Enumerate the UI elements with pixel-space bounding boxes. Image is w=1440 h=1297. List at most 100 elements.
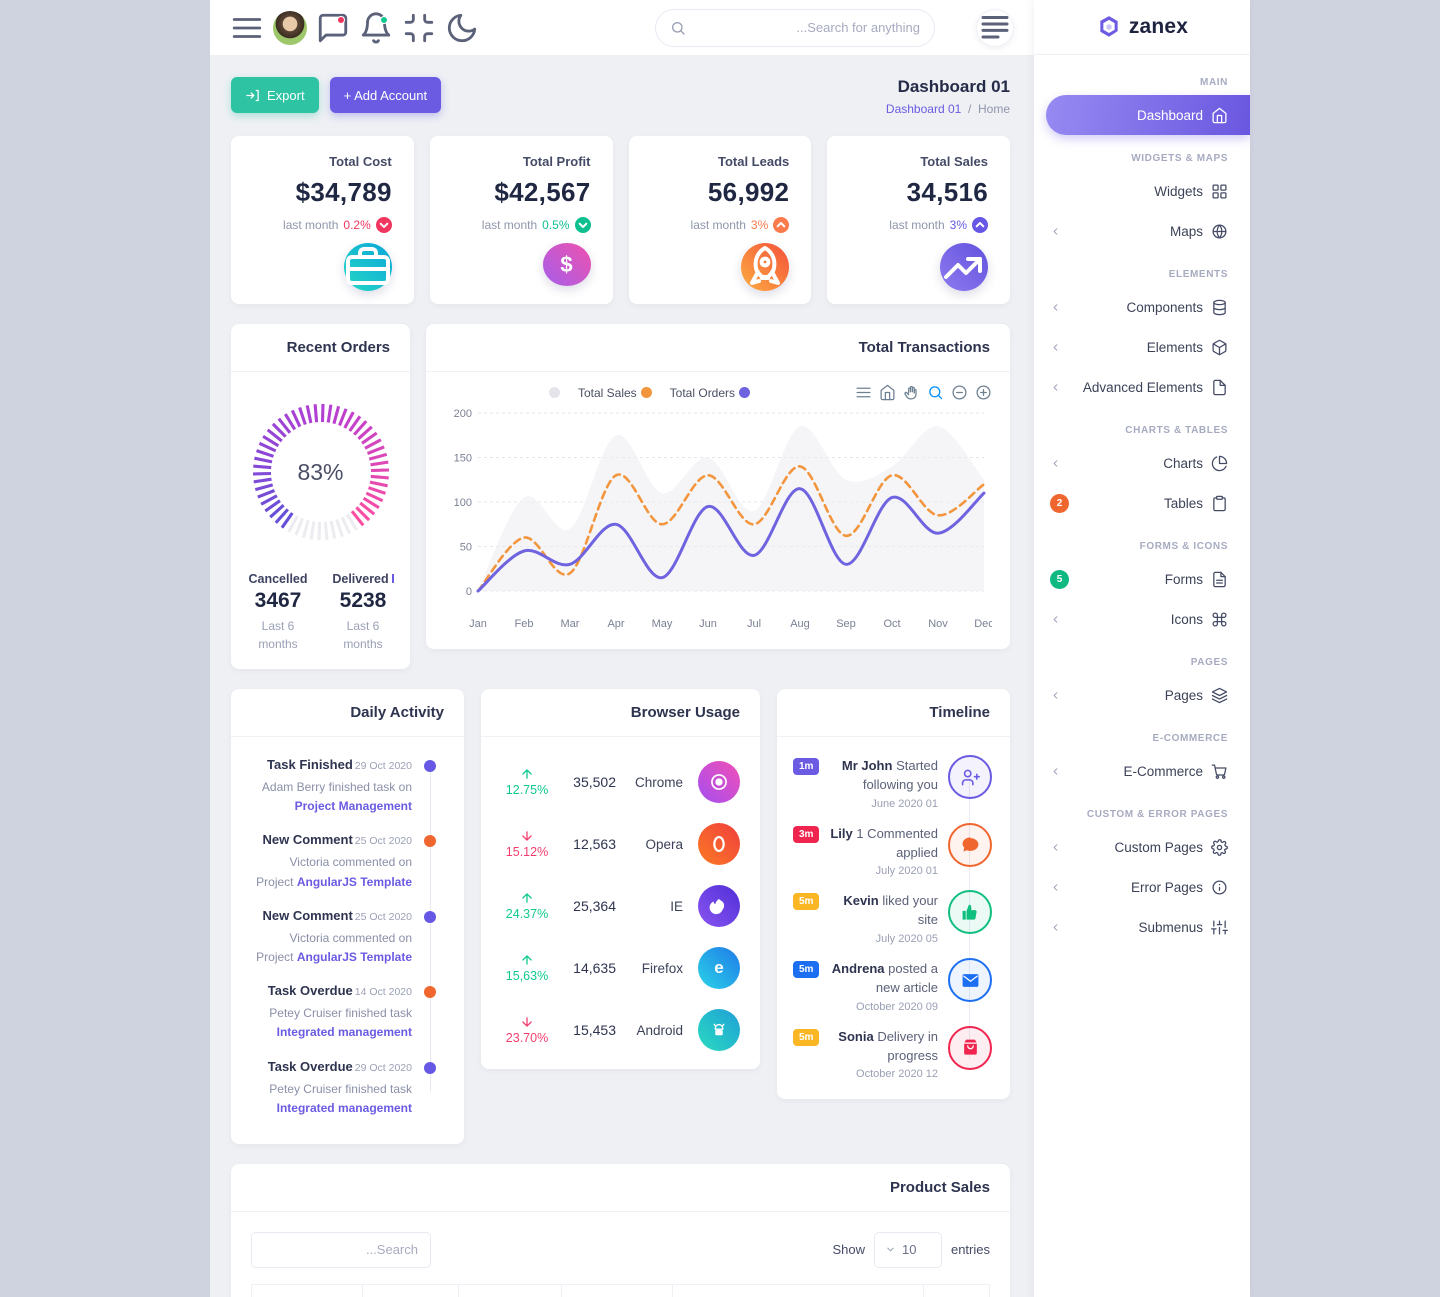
arrow-up-icon bbox=[520, 953, 534, 967]
stat-change-prefix: last month bbox=[889, 218, 945, 232]
column-header-s-no[interactable]: S.NO↑↓ bbox=[922, 1283, 991, 1297]
messages-button[interactable] bbox=[316, 11, 350, 45]
notifications-button[interactable] bbox=[359, 11, 393, 45]
sidebar-item-advanced-elements[interactable]: Advanced Elements bbox=[1034, 367, 1250, 407]
activity-link[interactable]: Project Management bbox=[294, 799, 412, 814]
shopping-cart-icon bbox=[1211, 763, 1228, 780]
sidebar-toggle-button[interactable] bbox=[230, 11, 264, 45]
toolbar-zoom-in-icon[interactable] bbox=[975, 384, 992, 401]
activity-link[interactable]: Integrated management bbox=[276, 1100, 412, 1115]
command-icon bbox=[1211, 611, 1228, 628]
svg-text:50: 50 bbox=[460, 542, 472, 554]
sidebar-item-charts[interactable]: Charts bbox=[1034, 443, 1250, 483]
brand[interactable]: zanex bbox=[1034, 0, 1250, 55]
stat-change-value: 3% bbox=[949, 218, 967, 232]
column-header-action[interactable]: ACTION↑↓ bbox=[251, 1283, 363, 1297]
activity-link[interactable]: AngularJS Template bbox=[296, 874, 412, 889]
timeline-time-badge: 5m bbox=[793, 961, 820, 979]
sidebar-item-custom-pages[interactable]: Custom Pages bbox=[1034, 827, 1250, 867]
toolbar-home-icon[interactable] bbox=[879, 384, 896, 401]
toolbar-menu-icon[interactable] bbox=[855, 384, 872, 401]
fullscreen-button[interactable] bbox=[402, 11, 436, 45]
timeline-name: Kevin bbox=[843, 893, 879, 909]
toolbar-pan-icon[interactable] bbox=[903, 384, 920, 401]
activity-text: Victoria commented on Project bbox=[256, 930, 412, 964]
dark-mode-button[interactable] bbox=[445, 11, 479, 45]
activity-text: Victoria commented on Project bbox=[256, 855, 412, 889]
sidebar-section-label: CHARTS & TABLES bbox=[1125, 425, 1228, 436]
sidebar-item-pages[interactable]: Pages bbox=[1034, 675, 1250, 715]
breadcrumb-separator: / bbox=[967, 102, 972, 116]
activity-dot bbox=[424, 1061, 436, 1074]
gauge-percent-label: 83% bbox=[297, 458, 344, 485]
stat-label: Total Leads bbox=[717, 154, 790, 169]
daily-activity-title: Daily Activity bbox=[350, 704, 444, 721]
sidebar-section-label: E-COMMERCE bbox=[1152, 733, 1228, 744]
activity-text: Adam Berry finished task on bbox=[261, 780, 412, 794]
column-header-date[interactable]: DATE↑↓ bbox=[560, 1283, 673, 1297]
svg-text:Apr: Apr bbox=[607, 618, 624, 630]
column-header-status[interactable]: STATUS↑↓ bbox=[361, 1283, 459, 1297]
legend-item[interactable] bbox=[548, 386, 560, 400]
breadcrumb-current[interactable]: Dashboard 01 bbox=[885, 102, 962, 116]
sidebar-item-components[interactable]: Components bbox=[1034, 287, 1250, 327]
svg-text:0: 0 bbox=[466, 586, 472, 598]
chevron-left-icon bbox=[1050, 922, 1061, 933]
toolbar-zoom-icon[interactable] bbox=[927, 384, 944, 401]
timeline-item: 5m Andrena posted a new article October 20… bbox=[793, 958, 992, 1013]
activity-link[interactable]: Integrated management bbox=[276, 1025, 412, 1040]
stat-change: last month 0.5% bbox=[482, 217, 591, 233]
product-sales-title: Product Sales bbox=[889, 1178, 990, 1196]
add-account-button[interactable]: + Add Account bbox=[329, 77, 442, 113]
user-avatar[interactable] bbox=[273, 10, 307, 45]
column-header-name[interactable]: NAME↑↓ bbox=[671, 1283, 924, 1297]
show-label: Show bbox=[832, 1242, 865, 1258]
browser-change: 24.37% bbox=[501, 891, 553, 921]
entries-select[interactable]: 10 bbox=[873, 1231, 942, 1268]
sidebar-section-label: MAIN bbox=[1200, 77, 1228, 88]
chevron-left-icon bbox=[1050, 382, 1061, 393]
export-button[interactable]: Export bbox=[231, 77, 319, 113]
stat-value: 56,992 bbox=[707, 177, 790, 207]
total-transactions-card: Total Transactions Total Sales Total Orde… bbox=[426, 324, 1010, 649]
breadcrumb-home[interactable]: Home bbox=[977, 102, 1010, 116]
global-search-input[interactable] bbox=[694, 20, 920, 35]
comment-icon bbox=[948, 822, 992, 867]
sidebar-item-dashboard[interactable]: Dashboard bbox=[1046, 95, 1250, 135]
sidebar-item-e-commerce[interactable]: E-Commerce bbox=[1034, 751, 1250, 791]
browser-name: Chrome bbox=[634, 774, 683, 790]
legend-item[interactable]: Total Sales bbox=[578, 386, 652, 400]
trend-down-icon bbox=[375, 217, 392, 233]
sidebar-item-maps[interactable]: Maps bbox=[1034, 211, 1250, 251]
sidebar-item-icons[interactable]: Icons bbox=[1034, 599, 1250, 639]
sidebar-item-tables[interactable]: 2 Tables bbox=[1034, 483, 1250, 523]
sidebar-item-submenus[interactable]: Submenus bbox=[1034, 907, 1250, 947]
sidebar-item-label: Pages bbox=[1164, 687, 1203, 703]
sidebar-section-label: ELEMENTS bbox=[1168, 269, 1228, 280]
sidebar-item-widgets[interactable]: Widgets bbox=[1034, 171, 1250, 211]
browser-name: Opera bbox=[645, 836, 683, 852]
sidebar-item-elements[interactable]: Elements bbox=[1034, 327, 1250, 367]
quick-list-button[interactable] bbox=[976, 8, 1014, 47]
browser-name: Android bbox=[636, 1022, 683, 1038]
sidebar-item-forms[interactable]: 5 Forms bbox=[1034, 559, 1250, 599]
activity-link[interactable]: AngularJS Template bbox=[296, 949, 412, 964]
browser-usage-title: Browser Usage bbox=[630, 704, 740, 721]
legend-item[interactable]: Total Orders bbox=[670, 386, 751, 400]
timeline-time-badge: 5m bbox=[793, 893, 820, 911]
sidebar-item-label: Components bbox=[1126, 299, 1203, 315]
sidebar-item-label: Tables bbox=[1163, 495, 1203, 511]
stat-change-prefix: last month bbox=[690, 218, 746, 232]
entries-select-value: 10 bbox=[901, 1242, 917, 1258]
column-header-amount[interactable]: AMOUNT↑↓ bbox=[457, 1283, 562, 1297]
layers-icon bbox=[1211, 687, 1228, 704]
toolbar-zoom-out-icon[interactable] bbox=[951, 384, 968, 401]
stat-change-prefix: last month bbox=[481, 218, 538, 232]
stat-card-total-profit: Total Profit $42,567 last month 0.5% $ bbox=[429, 136, 613, 304]
envelope-icon bbox=[948, 958, 992, 1003]
svg-text:Feb: Feb bbox=[515, 618, 534, 630]
trending-up-icon bbox=[940, 243, 988, 291]
user-plus-icon bbox=[948, 755, 992, 799]
sidebar-item-error-pages[interactable]: Error Pages bbox=[1034, 867, 1250, 907]
table-search-input[interactable] bbox=[251, 1231, 431, 1268]
